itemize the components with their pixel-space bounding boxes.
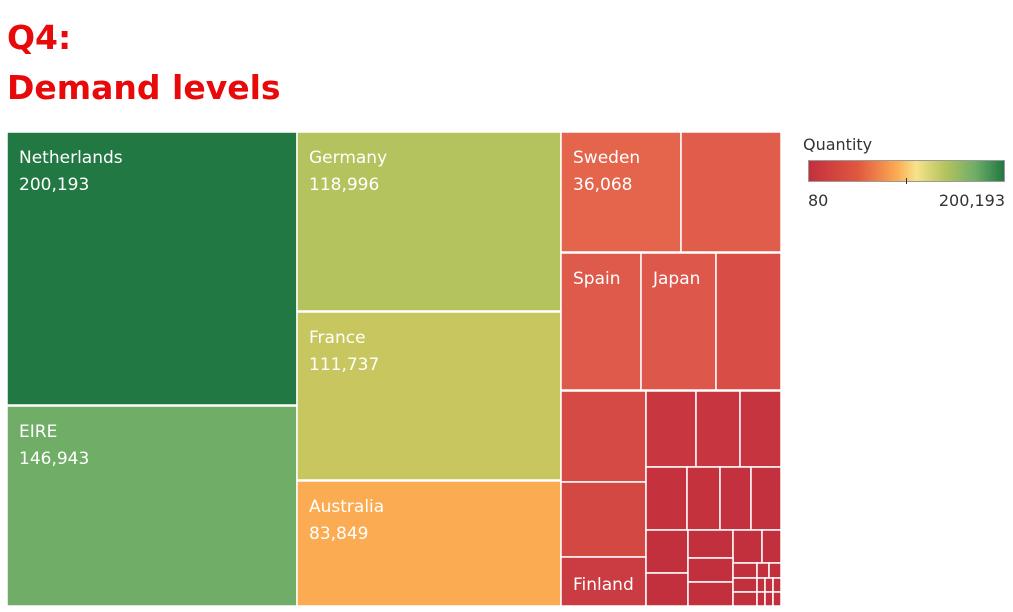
treemap-cell[interactable]	[764, 577, 774, 593]
treemap-cell[interactable]	[560, 390, 647, 483]
cell-label: Sweden	[573, 148, 640, 168]
cell-label: Australia	[309, 497, 384, 517]
treemap-cell-eire[interactable]	[6, 405, 298, 607]
cell-label: Germany	[309, 148, 387, 168]
treemap-cell[interactable]	[645, 572, 689, 607]
treemap-cell[interactable]	[645, 466, 688, 531]
cell-label: EIRE	[19, 422, 57, 442]
treemap-cell[interactable]	[680, 131, 782, 253]
treemap-cell-netherlands[interactable]	[6, 131, 298, 406]
treemap-cell[interactable]	[645, 390, 697, 468]
treemap-cell[interactable]	[761, 529, 782, 564]
treemap-cell[interactable]	[686, 466, 721, 531]
treemap-cell-spain[interactable]	[560, 252, 642, 391]
cell-value: 200,193	[19, 175, 89, 195]
legend-min-label: 80	[808, 191, 829, 210]
legend-title: Quantity	[803, 135, 873, 154]
cell-value: 111,737	[309, 355, 379, 375]
treemap-cell[interactable]	[732, 577, 758, 593]
treemap-cell-sweden[interactable]	[560, 131, 682, 253]
treemap-cell[interactable]	[732, 562, 758, 579]
cell-value: 118,996	[309, 175, 379, 195]
cell-label: Japan	[652, 269, 700, 289]
treemap-cell-japan[interactable]	[640, 252, 717, 391]
treemap-cell[interactable]	[772, 577, 782, 593]
cell-label: Spain	[573, 269, 621, 289]
treemap-cell[interactable]	[687, 529, 734, 559]
treemap-cell-finland[interactable]	[560, 556, 647, 607]
treemap-cell[interactable]	[764, 591, 774, 607]
treemap-cell-france[interactable]	[296, 311, 562, 481]
treemap-cell[interactable]	[750, 466, 782, 531]
treemap-cell[interactable]	[772, 591, 782, 607]
cell-value: 83,849	[309, 524, 368, 544]
cell-label: Netherlands	[19, 148, 123, 168]
treemap-cell[interactable]	[687, 557, 734, 583]
treemap-cell[interactable]	[756, 577, 766, 593]
treemap-cell[interactable]	[715, 252, 782, 391]
treemap-cell[interactable]	[645, 529, 689, 574]
treemap-cell[interactable]	[732, 591, 758, 607]
legend-tick	[906, 178, 907, 184]
treemap-cell[interactable]	[695, 390, 741, 468]
cell-value: 146,943	[19, 449, 89, 469]
chart-subtitle: Demand levels	[7, 68, 281, 107]
treemap-cell[interactable]	[756, 562, 770, 579]
treemap-cell[interactable]	[560, 481, 647, 558]
legend-max-label: 200,193	[938, 191, 1005, 210]
cell-value: 36,068	[573, 175, 632, 195]
cell-label: Finland	[573, 575, 634, 595]
treemap-cell[interactable]	[768, 562, 782, 579]
cell-label: France	[309, 328, 366, 348]
treemap-cell[interactable]	[756, 591, 766, 607]
treemap-cell-australia[interactable]	[296, 480, 562, 607]
treemap-cell[interactable]	[739, 390, 782, 468]
treemap-cell[interactable]	[732, 529, 763, 564]
treemap-cell[interactable]	[719, 466, 752, 531]
treemap-cell[interactable]	[687, 581, 734, 607]
chart-title: Q4:	[7, 18, 72, 57]
